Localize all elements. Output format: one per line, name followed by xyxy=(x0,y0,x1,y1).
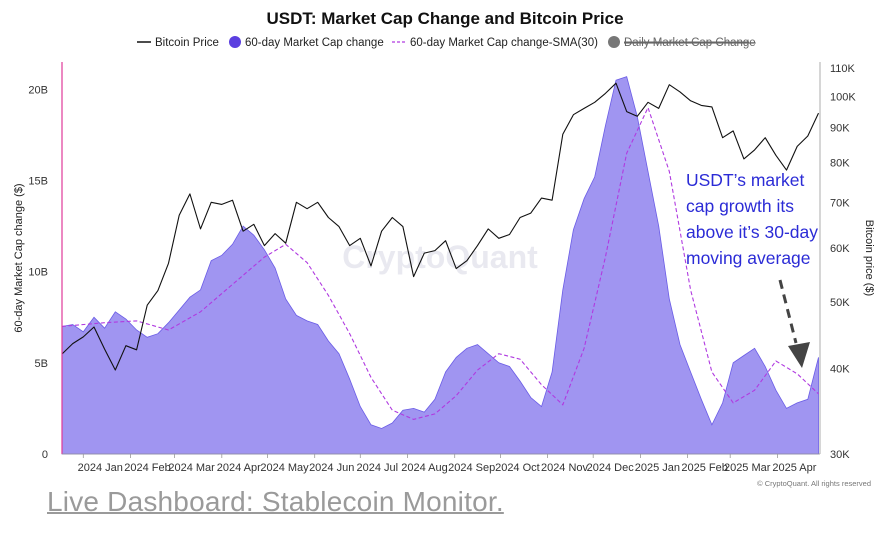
annotation-line: moving average xyxy=(686,248,811,268)
y-left-tick-label: 10B xyxy=(28,267,48,279)
y-left-tick-label: 20B xyxy=(28,84,48,96)
footer-dashboard-link[interactable]: Live Dashboard: Stablecoin Monitor. xyxy=(47,486,504,517)
y-right-tick-label: 30K xyxy=(830,449,850,461)
y-right-tick-label: 80K xyxy=(830,158,850,170)
legend-daily-swatch xyxy=(608,36,620,48)
y-right-label: Bitcoin price ($) xyxy=(863,220,875,296)
x-tick-label: 2025 Apr xyxy=(772,462,816,474)
annotation-text: USDT’s market cap growth its above it’s … xyxy=(686,170,823,268)
x-tick-label: 2024 Feb xyxy=(124,462,170,474)
x-tick-label: 2024 Oct xyxy=(495,462,540,474)
x-tick-label: 2024 Dec xyxy=(587,462,635,474)
x-tick-label: 2025 Jan xyxy=(635,462,680,474)
bitcoin-price-line xyxy=(61,82,819,371)
right-axis-ticks: 30K 40K 50K 60K 70K 80K 90K 100K 110K xyxy=(830,63,856,461)
sma-line xyxy=(61,106,819,420)
x-tick-label: 2025 Mar xyxy=(724,462,771,474)
market-cap-change-area xyxy=(61,76,819,455)
x-tick-label: 2024 Aug xyxy=(401,462,448,474)
left-axis-ticks: 0 5B 10B 15B 20B xyxy=(28,84,48,461)
y-right-tick-label: 60K xyxy=(830,243,850,255)
y-right-tick-label: 110K xyxy=(830,63,856,75)
y-right-tick-label: 100K xyxy=(830,91,856,103)
x-tick-label: 2024 Jan xyxy=(78,462,123,474)
sma-layer xyxy=(61,106,819,420)
price-layer xyxy=(61,82,819,371)
legend-price-label: Bitcoin Price xyxy=(155,37,219,49)
x-tick-label: 2024 Jul xyxy=(357,462,399,474)
annotation-arrow xyxy=(778,279,810,368)
watermark: CryptoQuant xyxy=(342,239,538,275)
y-right-tick-label: 90K xyxy=(830,123,850,135)
copyright: © CryptoQuant. All rights reserved xyxy=(757,479,871,488)
x-tick-label: 2025 Feb xyxy=(681,462,727,474)
x-tick-label: 2024 Jun xyxy=(309,462,354,474)
y-right-tick-label: 50K xyxy=(830,297,850,309)
legend-mcap-label: 60-day Market Cap change xyxy=(245,37,384,49)
chart-title: USDT: Market Cap Change and Bitcoin Pric… xyxy=(266,9,623,28)
y-left-label: 60-day Market Cap change ($) xyxy=(13,183,25,332)
annotation-line: USDT’s market xyxy=(686,170,804,190)
annotation-line: cap growth its xyxy=(686,196,794,216)
legend: Bitcoin Price 60-day Market Cap change 6… xyxy=(137,36,756,49)
y-right-tick-label: 70K xyxy=(830,197,850,209)
x-tick-label: 2024 Apr xyxy=(217,462,261,474)
legend-sma-label: 60-day Market Cap change-SMA(30) xyxy=(410,37,598,49)
x-tick-label: 2024 Mar xyxy=(168,462,215,474)
x-tick-label: 2024 Nov xyxy=(541,462,589,474)
legend-daily-label: Daily Market Cap Change xyxy=(624,37,756,49)
x-tick-label: 2024 May xyxy=(260,462,309,474)
y-right-tick-label: 40K xyxy=(830,364,850,376)
y-left-tick-label: 0 xyxy=(42,449,48,461)
area-layer xyxy=(61,76,819,455)
legend-mcap-swatch xyxy=(229,36,241,48)
axes-layer xyxy=(61,62,821,455)
annotation-line: above it’s 30-day xyxy=(686,222,818,242)
y-left-tick-label: 15B xyxy=(28,176,48,188)
x-tick-label: 2024 Sep xyxy=(448,462,495,474)
y-left-tick-label: 5B xyxy=(35,358,48,370)
